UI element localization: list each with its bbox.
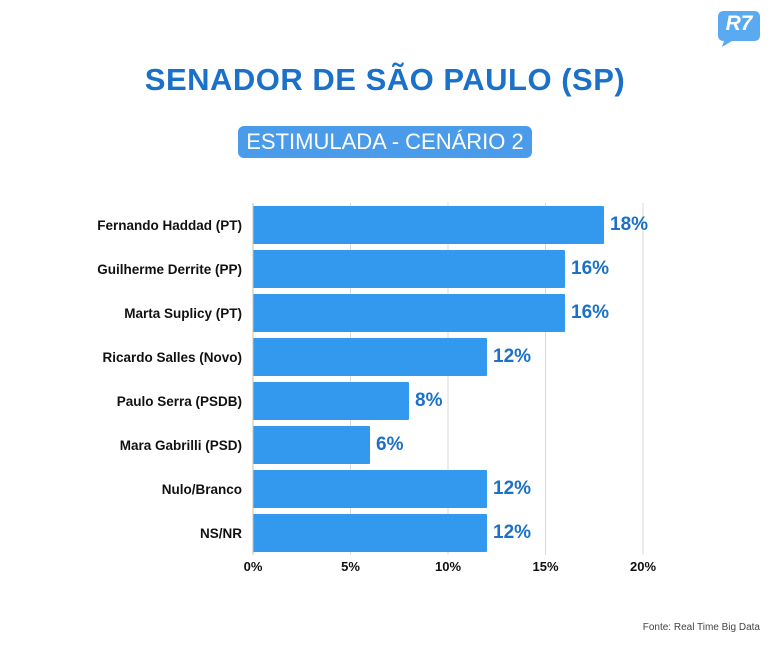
category-label: Nulo/Branco: [162, 482, 242, 497]
value-label: 12%: [493, 522, 531, 543]
category-label: Paulo Serra (PSDB): [117, 394, 242, 409]
x-tick-label: 10%: [435, 559, 461, 574]
value-label: 18%: [610, 214, 648, 235]
x-tick-label: 5%: [341, 559, 360, 574]
category-label: NS/NR: [200, 526, 242, 541]
chart-title: SENADOR DE SÃO PAULO (SP): [144, 62, 626, 97]
bar: [253, 294, 565, 332]
bar: [253, 250, 565, 288]
bar: [253, 206, 604, 244]
bar: [253, 514, 487, 552]
category-label: Fernando Haddad (PT): [97, 218, 242, 233]
bar: [253, 382, 409, 420]
category-label: Marta Suplicy (PT): [124, 306, 242, 321]
r7-logo: R7: [718, 11, 760, 47]
x-tick-label: 0%: [244, 559, 263, 574]
value-label: 16%: [571, 302, 609, 323]
chart-subtitle: ESTIMULADA - CENÁRIO 2: [238, 126, 532, 158]
bar: [253, 470, 487, 508]
bar: [253, 338, 487, 376]
value-label: 12%: [493, 346, 531, 367]
logo-text: R7: [725, 12, 753, 35]
x-tick-label: 15%: [532, 559, 558, 574]
category-label: Mara Gabrilli (PSD): [120, 438, 242, 453]
category-label: Ricardo Salles (Novo): [102, 350, 242, 365]
value-label: 8%: [415, 390, 443, 411]
x-tick-label: 20%: [630, 559, 656, 574]
source-note: Fonte: Real Time Big Data: [642, 622, 760, 633]
category-label: Guilherme Derrite (PP): [97, 262, 242, 277]
bar: [253, 426, 370, 464]
value-label: 16%: [571, 258, 609, 279]
value-label: 12%: [493, 478, 531, 499]
value-label: 6%: [376, 434, 404, 455]
